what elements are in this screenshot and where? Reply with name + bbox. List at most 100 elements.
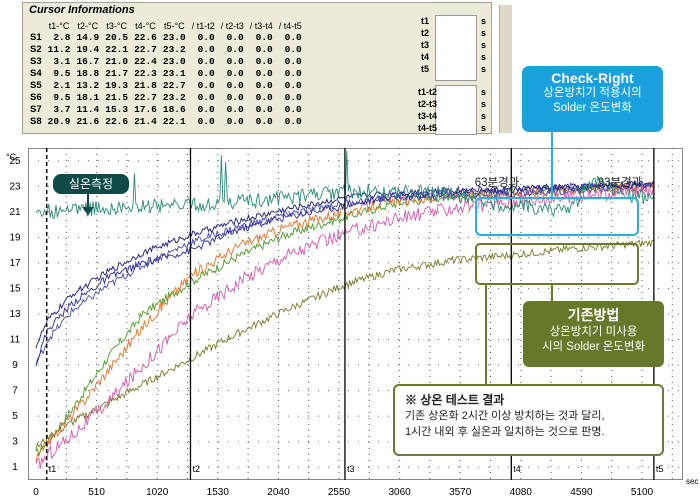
x-axis-label: sec: [686, 477, 698, 486]
table-row: S1 2.8 14.9 20.5 22.6 23.0 0.0 0.0 0.0 0.0: [27, 32, 305, 44]
result-title: ※ 상온 테스트 결과: [405, 393, 505, 407]
check-right-callout: Check-Right 상온방치기 적용시의 Solder 온도변화: [522, 66, 663, 132]
time-label: t4: [421, 52, 430, 62]
table-cell: 22.7: [134, 44, 157, 55]
x-tick-label: 2550: [328, 487, 351, 498]
table-cell: 18.6: [162, 104, 186, 115]
table-cell: 0.0: [255, 92, 273, 103]
table-cell: 0.0: [226, 92, 244, 103]
table-cell: 22.3: [134, 68, 157, 79]
table-cell: 2.1: [53, 80, 71, 91]
y-tick-label: 17: [9, 258, 21, 269]
y-tick-label: 11: [10, 335, 21, 346]
table-cell: 0.0: [284, 44, 302, 55]
row-label: S1: [30, 32, 42, 43]
table-cell: 0.0: [226, 80, 244, 91]
table-cell: 0.0: [197, 80, 215, 91]
table-cell: 0.0: [197, 68, 215, 79]
table-cell: 21.8: [134, 80, 157, 91]
time-box-bottom: [435, 85, 477, 135]
table-cell: 0.0: [255, 32, 273, 43]
y-tick-label: 1: [12, 462, 18, 473]
table-cell: 0.0: [284, 68, 302, 79]
table-cell: 23.2: [162, 92, 186, 103]
row-label: S7: [30, 104, 42, 115]
table-cell: 0.0: [284, 104, 302, 115]
row-label: S4: [30, 68, 42, 79]
table-row: S5 2.1 13.2 19.3 21.8 22.7 0.0 0.0 0.0 0.0: [27, 80, 305, 92]
table-cell: 0.0: [197, 92, 215, 103]
panel-scrollbar[interactable]: [499, 5, 512, 133]
unit-label: s: [481, 123, 487, 133]
interval-label: t3-t4: [418, 111, 438, 121]
unit-label: s: [481, 40, 487, 50]
x-tick-label: 3060: [388, 487, 411, 498]
y-tick-label: 19: [9, 232, 21, 243]
table-cell: 0.0: [197, 56, 215, 67]
table-row: S6 9.5 18.1 21.5 22.7 23.2 0.0 0.0 0.0 0.0: [27, 92, 305, 104]
x-tick-label: 5100: [631, 487, 654, 498]
table-cell: 0.0: [255, 68, 273, 79]
table-cell: 22.1: [162, 116, 186, 127]
unit-label: s: [481, 52, 487, 62]
room-temp-arrow-head: [82, 207, 94, 215]
check-right-line2: Solder 온도변화: [553, 102, 632, 114]
unit-label: s: [481, 87, 487, 97]
table-cell: 17.6: [134, 104, 157, 115]
table-cell: 21.5: [105, 92, 129, 103]
existing-method-callout: 기존방법 상온방치기 미사용 시의 Solder 온도변화: [523, 301, 664, 367]
unit-label: s: [481, 28, 487, 38]
y-tick-label: 9: [12, 360, 18, 371]
cursor-label-t3: t3: [347, 464, 355, 474]
x-tick-label: 1020: [146, 487, 169, 498]
table-cell: 15.3: [105, 104, 129, 115]
existing-title: 기존방법: [567, 307, 620, 323]
table-cell: 22.6: [105, 116, 129, 127]
table-cell: 0.0: [284, 116, 302, 127]
interval-label: t2-t3: [418, 99, 438, 109]
x-tick-label: 2040: [267, 487, 290, 498]
table-cell: 23.1: [162, 68, 186, 79]
table-cell: 21.6: [76, 116, 100, 127]
y-axis-label: °C: [6, 152, 17, 162]
table-cell: 19.4: [76, 44, 100, 55]
cursor-label-t1: t1: [49, 464, 57, 474]
y-tick-label: 23: [9, 181, 21, 192]
column-header: t1-°C: [48, 21, 70, 31]
table-cell: 0.0: [284, 32, 302, 43]
table-row: S3 3.1 16.7 21.0 22.4 23.0 0.0 0.0 0.0 0.0: [27, 56, 305, 68]
interval-label: t1-t2: [418, 87, 438, 97]
x-tick-label: 1530: [207, 487, 230, 498]
table-cell: 3.7: [53, 104, 71, 115]
row-label: S6: [30, 92, 42, 103]
table-row: S7 3.7 11.4 15.3 17.6 18.6 0.0 0.0 0.0 0.0: [27, 104, 305, 116]
row-label: S5: [30, 80, 42, 91]
result-line1: 기존 상온화 2시간 이상 방치하는 것과 달리,: [405, 410, 605, 422]
check-right-title: Check-Right: [551, 70, 634, 86]
unit-label: s: [481, 16, 487, 26]
x-tick-label: 4590: [570, 487, 593, 498]
table-cell: 0.0: [197, 116, 215, 127]
table-cell: 0.0: [255, 56, 273, 67]
table-cell: 0.0: [226, 56, 244, 67]
row-label: S3: [30, 56, 42, 67]
existing-line2: 시의 Solder 온도변화: [541, 341, 646, 353]
time-label: t1: [421, 16, 430, 26]
table-cell: 0.0: [284, 80, 302, 91]
table-cell: 0.0: [226, 116, 244, 127]
table-cell: 21.4: [134, 116, 157, 127]
y-tick-label: 21: [9, 207, 21, 218]
table-cell: 22.7: [162, 80, 186, 91]
table-cell: 16.7: [76, 56, 100, 67]
table-cell: 0.0: [197, 104, 215, 115]
table-cell: 21.7: [105, 68, 129, 79]
table-cell: 3.1: [53, 56, 71, 67]
column-header: t2-°C: [77, 21, 99, 31]
mark-63min: 63분경과: [475, 175, 520, 189]
table-cell: 23.0: [162, 56, 186, 67]
table-cell: 20.5: [105, 32, 129, 43]
table-cell: 9.5: [53, 92, 71, 103]
table-cell: 22.4: [134, 56, 157, 67]
x-tick-label: 510: [88, 487, 105, 498]
table-cell: 0.0: [255, 80, 273, 91]
